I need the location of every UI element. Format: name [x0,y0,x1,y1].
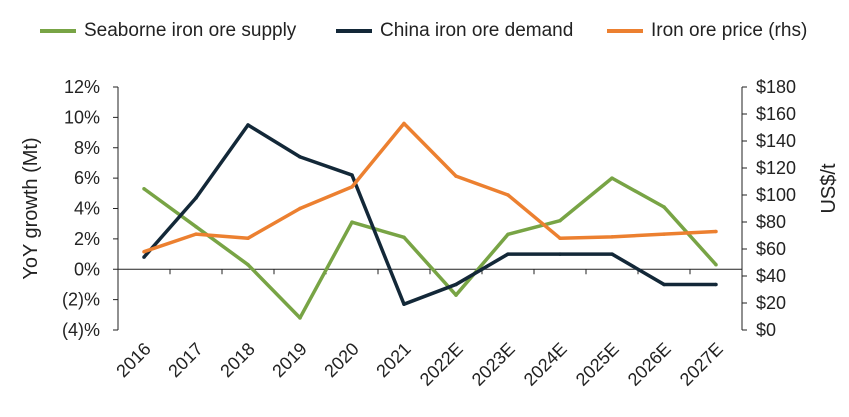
series-line-seaborne-supply [142,176,718,320]
data-point-iron-ore-price [298,206,302,211]
left-tick-label: 2% [74,229,100,249]
legend-swatch [336,29,372,33]
x-tick-label: 2017 [164,339,206,381]
data-point-iron-ore-price [558,236,562,240]
right-tick-label: $100 [756,185,796,205]
data-point-china-demand [610,252,614,256]
legend-label: Iron ore price (rhs) [651,20,808,41]
data-point-iron-ore-price [714,229,718,234]
left-tick-label: 12% [64,77,100,97]
data-point-iron-ore-price [610,235,614,239]
legend-label: China iron ore demand [380,20,574,41]
data-point-seaborne-supply [610,176,614,180]
right-tick-label: $140 [756,131,796,151]
data-point-seaborne-supply [350,220,354,224]
left-tick-label: (2)% [62,290,100,310]
right-tick-label: $40 [756,266,786,286]
data-point-china-demand [402,302,406,306]
x-tick-label: 2024E [520,339,571,390]
right-axis-title: US$/t [818,163,840,213]
right-tick-label: $60 [756,239,786,259]
legend-item-china-demand: China iron ore demand [336,20,573,42]
x-tick-label: 2025E [572,339,623,390]
left-tick-label: 6% [74,168,100,188]
right-tick-label: $120 [756,158,796,178]
right-tick-label: $20 [756,293,786,313]
left-tick-label: 10% [64,107,100,127]
data-point-china-demand [298,155,302,159]
left-tick-label: (4)% [62,320,100,340]
data-point-iron-ore-price [662,232,666,236]
data-point-seaborne-supply [194,224,198,229]
x-tick-label: 2020 [320,339,362,381]
left-axis-title: YoY growth (Mt) [20,137,42,279]
data-point-china-demand [454,282,458,287]
data-point-china-demand [558,252,562,256]
data-point-china-demand [194,196,198,200]
data-point-seaborne-supply [714,262,718,267]
data-point-china-demand [506,252,510,256]
data-point-iron-ore-price [142,249,146,254]
data-point-seaborne-supply [142,187,146,191]
left-tick-label: 8% [74,138,100,158]
x-tick-label: 2021 [372,339,414,381]
data-point-china-demand [246,123,250,127]
data-point-seaborne-supply [506,232,510,237]
x-tick-label: 2026E [624,339,675,390]
left-tick-label: 4% [74,199,100,219]
right-tick-label: $0 [756,320,776,340]
right-tick-label: $180 [756,77,796,97]
data-point-iron-ore-price [246,236,250,240]
legend-swatch [40,29,76,33]
legend-item-seaborne-supply: Seaborne iron ore supply [40,20,296,42]
data-point-iron-ore-price [454,174,458,178]
data-point-seaborne-supply [558,218,562,223]
x-tick-label: 2023E [468,339,519,390]
legend-swatch [607,29,643,33]
chart-legend: Seaborne iron ore supply China iron ore d… [0,20,849,46]
data-point-china-demand [714,282,718,287]
data-point-seaborne-supply [298,316,302,320]
data-point-china-demand [142,255,146,259]
right-tick-label: $160 [756,104,796,124]
right-tick-label: $80 [756,212,786,232]
data-point-china-demand [350,173,354,177]
x-tick-label: 2022E [416,339,467,390]
x-tick-label: 2016 [112,339,154,381]
data-point-iron-ore-price [506,193,510,197]
x-tick-label: 2018 [216,339,258,381]
legend-item-iron-ore-price: Iron ore price (rhs) [607,20,807,42]
x-tick-label: 2027E [676,339,727,390]
data-point-iron-ore-price [402,121,406,126]
series-line-china-demand [142,123,716,306]
data-point-seaborne-supply [662,205,666,209]
data-point-iron-ore-price [350,185,354,189]
data-point-seaborne-supply [246,262,250,267]
data-point-seaborne-supply [402,235,406,240]
data-point-china-demand [662,282,666,287]
data-point-iron-ore-price [194,232,198,236]
legend-label: Seaborne iron ore supply [84,20,297,41]
data-point-seaborne-supply [454,293,458,297]
left-tick-label: 0% [74,259,100,279]
x-tick-label: 2019 [268,339,310,381]
series-line-iron-ore-price [143,121,717,254]
